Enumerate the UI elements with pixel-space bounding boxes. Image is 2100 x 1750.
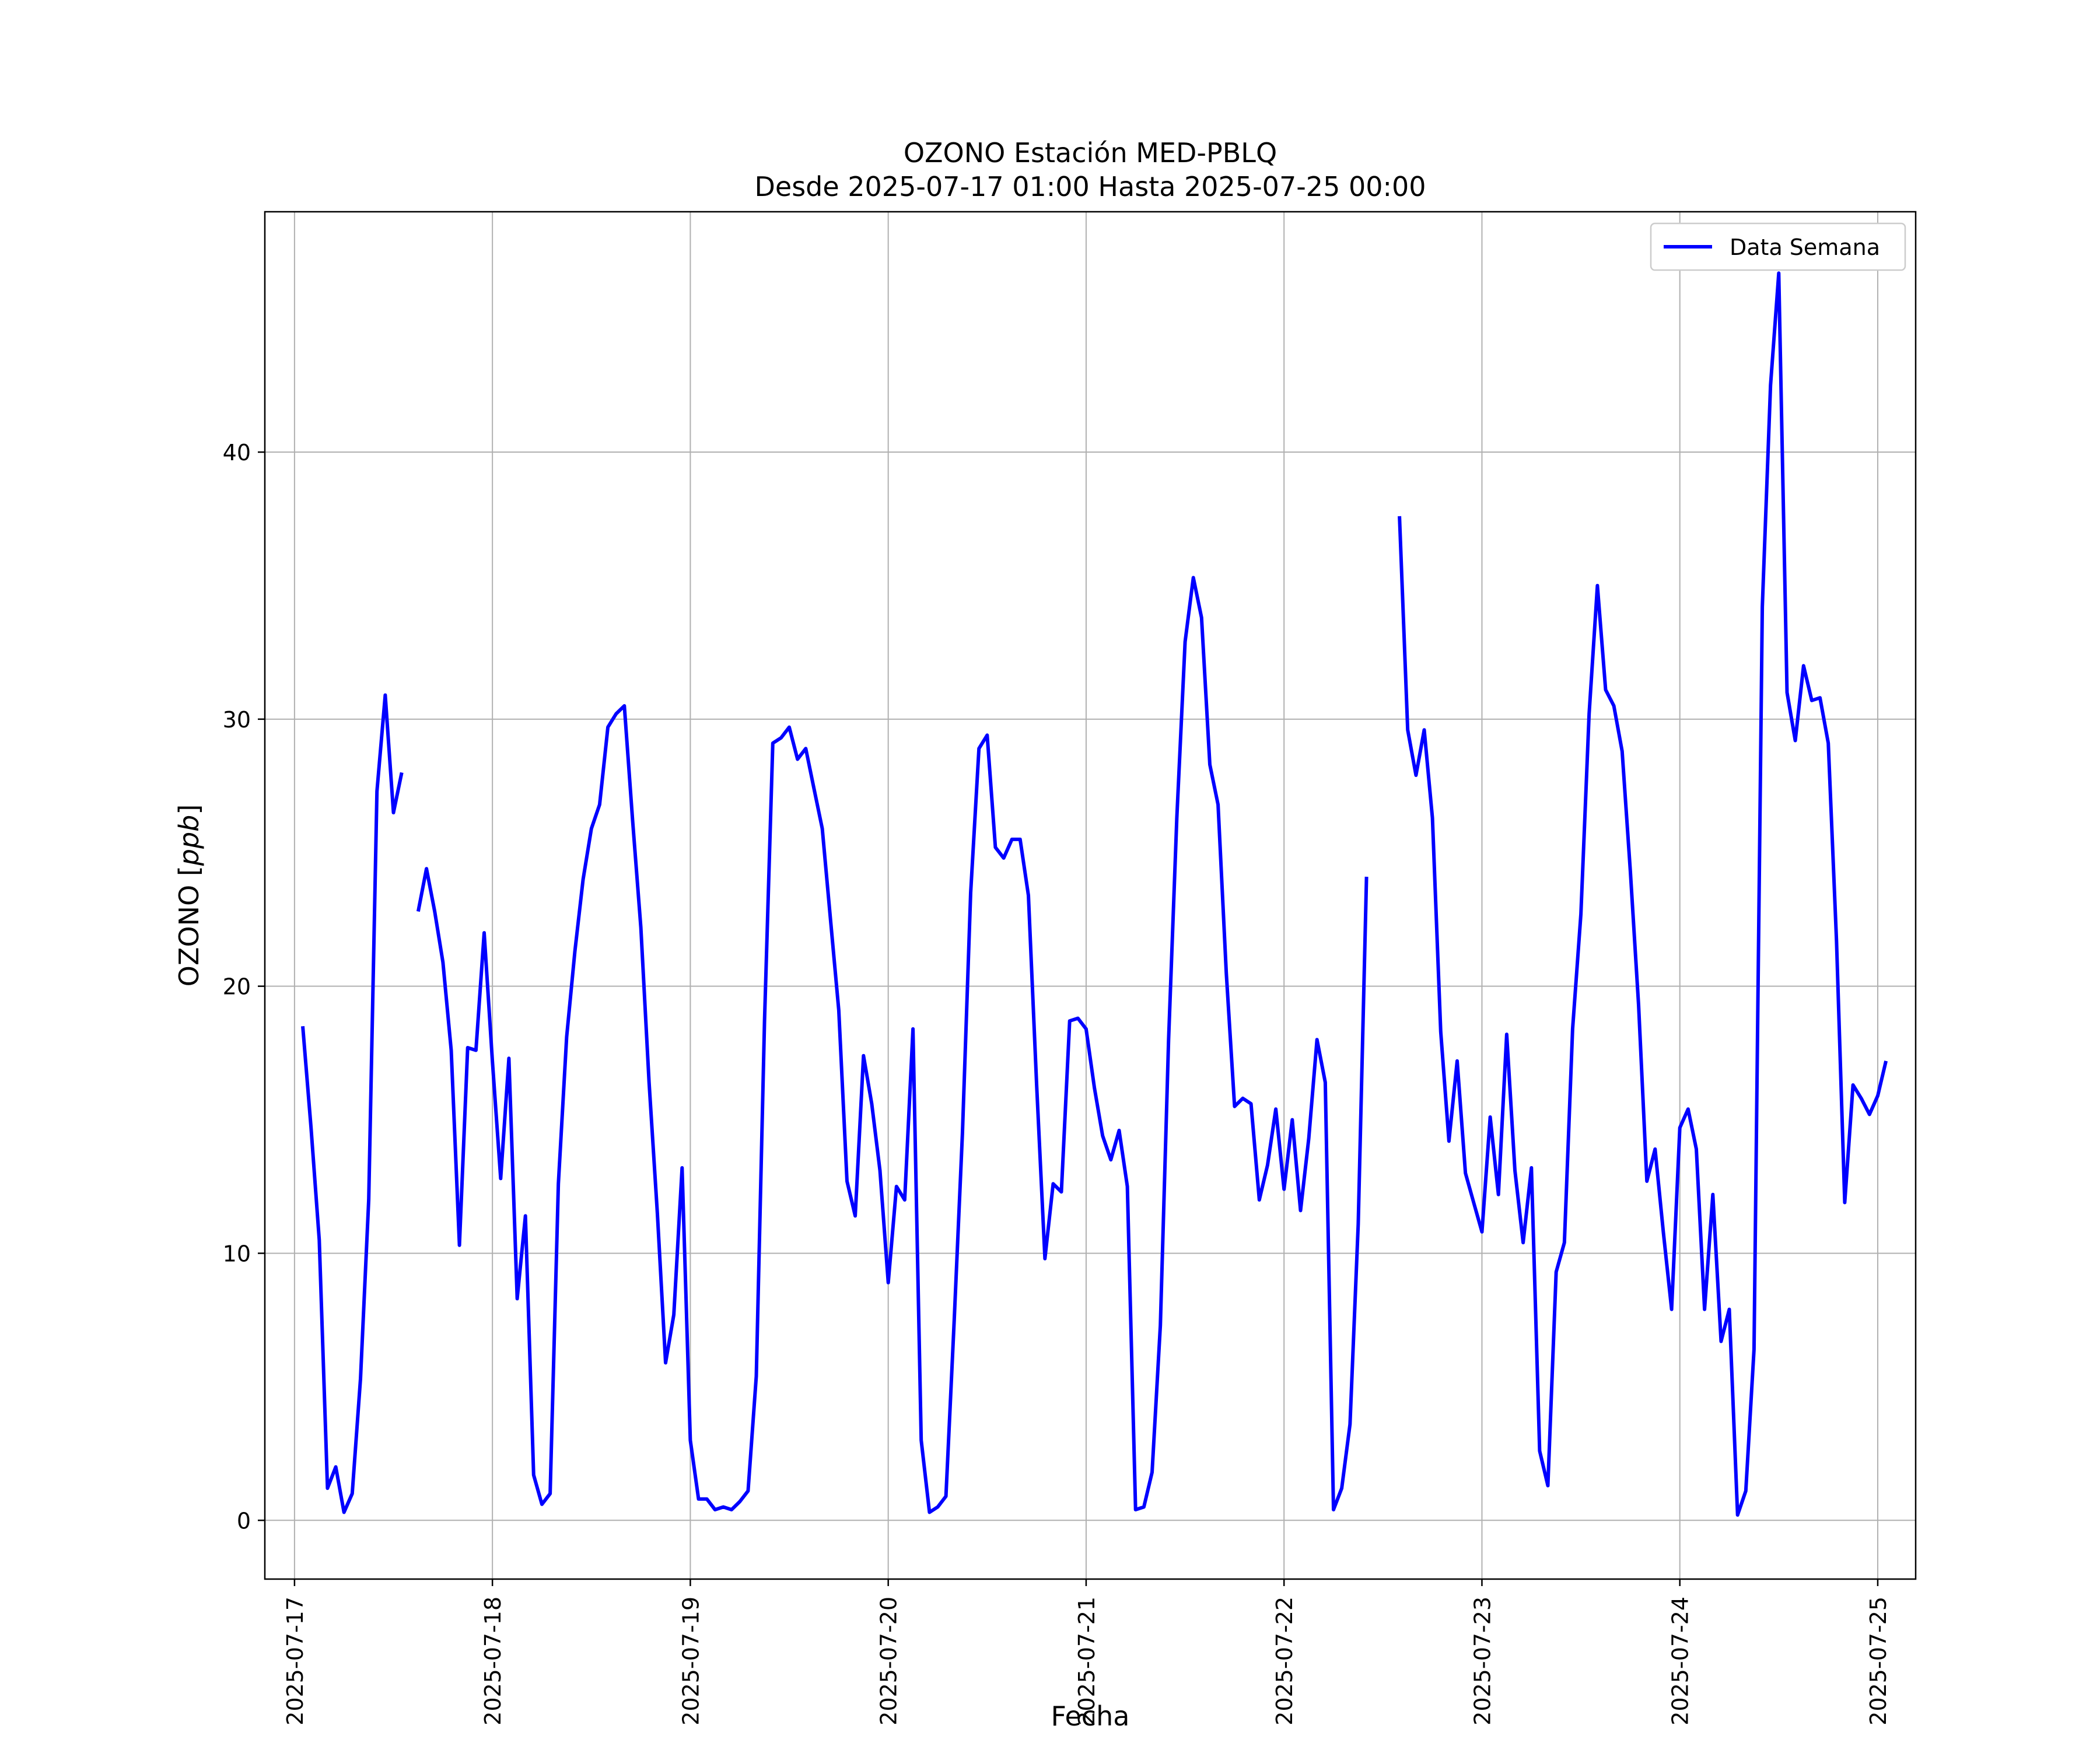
series-line-data-semana: [301, 271, 1888, 1517]
legend-box: [1650, 222, 1906, 271]
y-axis-label-text: OZONO: [173, 876, 205, 986]
y-tick-label: 0: [237, 1508, 251, 1534]
y-axis-label: OZONO [ppb]: [173, 804, 205, 987]
y-tick-label: 30: [223, 707, 251, 733]
x-axis: 2025-07-17 2025-07-18 2025-07-19 2025-07-20…: [282, 1579, 1891, 1726]
x-tick-label: 2025-07-17: [282, 1597, 308, 1726]
x-tick-label: 2025-07-19: [678, 1597, 704, 1726]
grid-lines: [265, 212, 1916, 1579]
y-tick-label: 20: [223, 974, 251, 1000]
x-tick-label: 2025-07-22: [1272, 1597, 1297, 1726]
x-axis-label: Fecha: [1051, 1700, 1130, 1732]
y-axis-label-open-bracket: [: [173, 866, 205, 876]
y-tick-label: 40: [223, 440, 251, 466]
x-tick-label: 2025-07-20: [876, 1597, 902, 1726]
plot-frame: [264, 211, 1917, 1580]
y-axis: 0 10 20 30 40: [223, 440, 265, 1534]
x-tick-label: 2025-07-21: [1074, 1597, 1100, 1726]
y-axis-label-close-bracket: ]: [173, 804, 205, 815]
plot-area: [265, 212, 1916, 1579]
legend: Data Semana: [1650, 222, 1906, 271]
y-axis-label-unit: ppb: [173, 815, 205, 867]
x-tick-label: 2025-07-25: [1866, 1597, 1891, 1726]
chart-title: OZONO Estación MED-PBLQ: [904, 137, 1277, 169]
y-tick-label: 10: [223, 1241, 251, 1266]
x-tick-label: 2025-07-23: [1469, 1597, 1495, 1726]
x-tick-label: 2025-07-24: [1668, 1597, 1693, 1726]
legend-label: Data Semana: [1730, 235, 1880, 260]
chart-subtitle: Desde 2025-07-17 01:00 Hasta 2025-07-25 …: [754, 171, 1426, 202]
x-tick-label: 2025-07-18: [480, 1597, 506, 1726]
series-layer: [301, 271, 1888, 1517]
